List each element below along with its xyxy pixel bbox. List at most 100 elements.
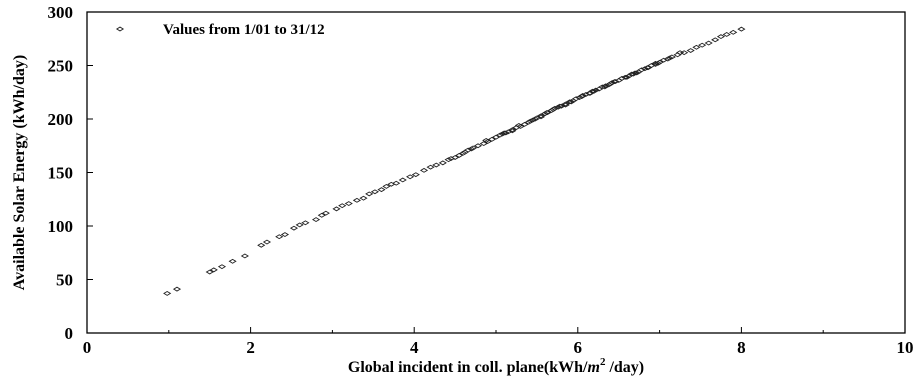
data-point [601, 83, 610, 89]
data-point [526, 118, 535, 124]
data-point [704, 40, 713, 46]
data-point [398, 177, 407, 183]
data-point [643, 65, 652, 71]
data-point [344, 201, 353, 206]
data-point [561, 101, 570, 107]
data-point [257, 242, 266, 248]
data-point [467, 146, 476, 152]
data-point [629, 71, 638, 77]
y-axis-title: Available Solar Energy (kWh/day) [11, 55, 28, 290]
data-point [240, 253, 249, 259]
y-tick-label: 100 [48, 217, 74, 236]
data-point [549, 106, 558, 112]
data-point [716, 34, 726, 40]
data-point [550, 105, 559, 111]
data-point [501, 130, 510, 136]
data-point [280, 232, 290, 238]
data-point [729, 29, 738, 35]
data-point [163, 290, 172, 296]
data-point [680, 50, 689, 56]
data-point [482, 137, 491, 143]
data-point [598, 84, 607, 90]
data-point [590, 88, 599, 94]
data-point [508, 128, 517, 134]
data-point [377, 187, 386, 193]
data-point [275, 234, 284, 240]
y-tick-label: 250 [48, 57, 74, 76]
data-point [606, 81, 615, 87]
x-tick-label: 2 [246, 338, 255, 357]
data-point [209, 267, 218, 273]
data-point [438, 160, 447, 166]
data-point [508, 127, 517, 133]
data-point [711, 37, 720, 43]
data-point [406, 174, 415, 180]
data-point [455, 152, 464, 158]
data-point [516, 124, 525, 129]
legend-label: Values from 1/01 to 31/12 [163, 22, 325, 38]
data-point [469, 145, 478, 151]
data-point [665, 55, 674, 61]
x-tick-label: 4 [410, 338, 419, 357]
data-point [561, 102, 570, 108]
data-point [446, 156, 456, 162]
data-point [585, 90, 595, 96]
data-point [514, 122, 523, 128]
y-tick-label: 150 [48, 164, 74, 183]
data-point [737, 26, 746, 32]
data-point [667, 54, 676, 60]
data-point [621, 74, 630, 80]
data-point [432, 162, 441, 168]
data-point [359, 195, 368, 201]
data-point [295, 222, 304, 228]
x-tick-label: 0 [83, 338, 92, 357]
data-point [531, 116, 540, 122]
data-point [382, 183, 391, 189]
x-tick-label: 10 [897, 338, 914, 357]
y-tick-label: 200 [48, 110, 74, 129]
data-point [555, 103, 564, 109]
data-point [473, 143, 483, 149]
data-point [172, 286, 182, 292]
data-point [622, 74, 631, 80]
data-point [289, 225, 299, 231]
data-point [365, 191, 374, 197]
data-point [577, 94, 586, 99]
x-tick-label: 6 [574, 338, 583, 357]
data-point [675, 50, 685, 56]
data-point [426, 164, 435, 170]
data-point [411, 172, 420, 178]
data-point [483, 139, 492, 144]
data-point [692, 44, 701, 50]
data-point [637, 67, 646, 73]
data-point [460, 149, 469, 155]
data-point [392, 180, 401, 186]
data-point [487, 136, 496, 142]
data-point [567, 99, 576, 105]
data-point [686, 48, 695, 53]
x-tick-label: 8 [737, 338, 746, 357]
data-point [698, 42, 707, 48]
data-point [536, 113, 546, 119]
data-point [673, 52, 682, 58]
data-point [542, 110, 551, 116]
data-point [520, 121, 529, 127]
data-point [321, 210, 330, 216]
data-point [317, 212, 326, 218]
legend-marker-diamond [115, 26, 125, 32]
axes [86, 11, 906, 334]
data-point [217, 264, 227, 270]
data-point [338, 203, 347, 209]
data-point [600, 84, 609, 90]
data-point [205, 269, 214, 275]
x-axis-title: Global incident in coll. plane(kWh/m2 /d… [348, 356, 644, 376]
data-point [591, 87, 600, 93]
data-point [311, 217, 321, 223]
data-point [651, 60, 660, 66]
data-point [572, 96, 581, 102]
data-points [163, 26, 746, 296]
y-tick-label: 300 [48, 3, 74, 22]
data-point [578, 93, 587, 98]
